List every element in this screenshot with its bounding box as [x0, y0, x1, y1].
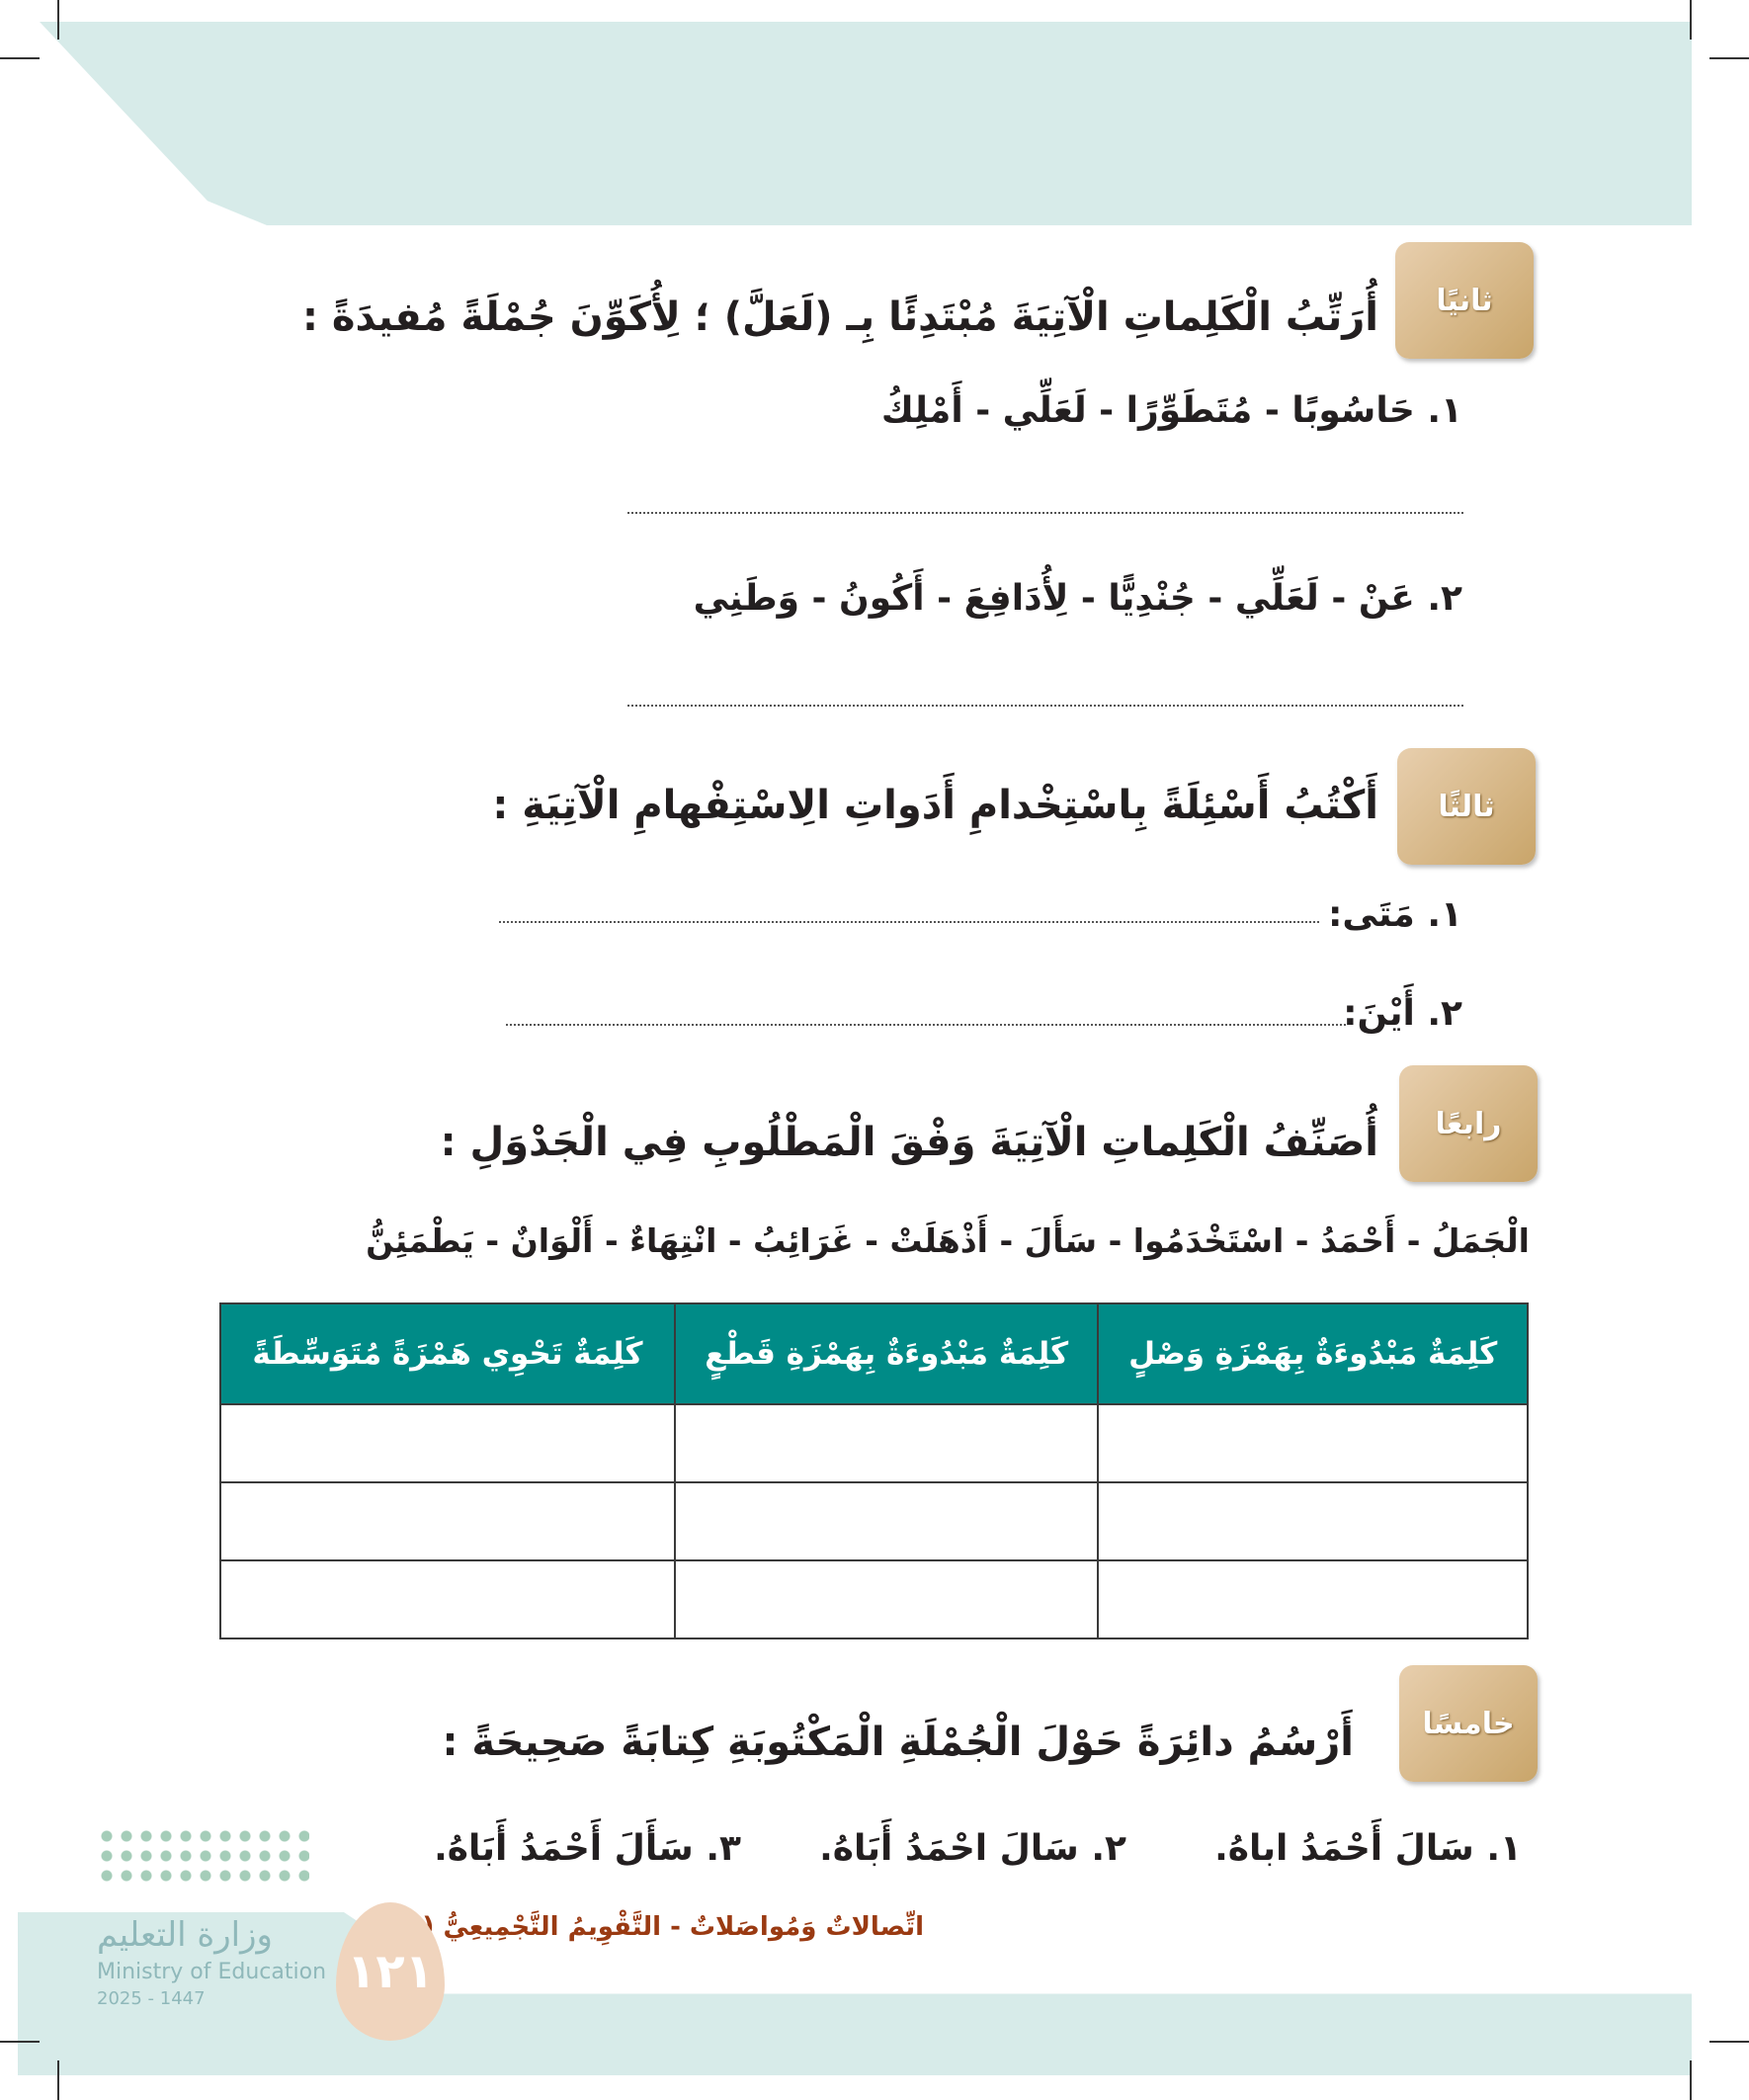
classification-table: كَلِمَةٌ مَبْدُوءَةٌ بِهَمْزَةِ وَصْلٍ ك…	[219, 1302, 1529, 1639]
table-row	[219, 1481, 1529, 1561]
crop-mark	[1709, 57, 1749, 59]
table-row	[219, 1403, 1529, 1483]
crop-mark	[0, 2041, 40, 2043]
table-row	[219, 1559, 1529, 1639]
crop-mark	[57, 0, 59, 40]
question-item: ١. مَتَى:	[1328, 894, 1462, 935]
exercise-item: ١. حَاسُوبًا - مُتَطَوِّرًا - لَعَلِّي -…	[880, 390, 1462, 431]
crop-mark	[1690, 2060, 1692, 2100]
section-heading-second: أُرَتِّبُ الْكَلِماتِ الْآتِيَةَ مُبْتَد…	[301, 294, 1378, 340]
ministry-logo-english: Ministry of Education	[97, 1960, 327, 1984]
sentence-option-3[interactable]: ٣. سَأَلَ أَحْمَدُ أَبَاهُ.	[434, 1828, 741, 1869]
answer-line[interactable]	[506, 1024, 1346, 1026]
column-header-middle-hamza: كَلِمَةٌ تَحْوِي هَمْزَةً مُتَوَسِّطَةً	[219, 1302, 676, 1405]
answer-line[interactable]	[627, 705, 1463, 707]
section-heading-third: أَكْتُبُ أَسْئِلَةً بِاسْتِخْدامِ أَدَوا…	[492, 783, 1378, 828]
table-cell[interactable]	[219, 1403, 676, 1483]
section-badge-second: ثانيًا	[1395, 242, 1534, 359]
crop-mark	[1690, 0, 1692, 40]
crop-mark	[57, 2060, 59, 2100]
table-cell[interactable]	[1097, 1559, 1529, 1639]
unit-title-footer: اتِّصالاتٌ وَمُواصَلاتٌ - التَّقْوِيمُ ا…	[395, 1912, 924, 1942]
page-number: ١٢١	[336, 1902, 445, 2041]
table-cell[interactable]	[1097, 1481, 1529, 1561]
sentence-option-2[interactable]: ٢. سَالَ احْمَدُ أَبَاهُ.	[819, 1828, 1126, 1869]
ministry-logo-arabic: وزارة التعليم	[97, 1915, 273, 1955]
column-header-qat: كَلِمَةٌ مَبْدُوءَةٌ بِهَمْزَةِ قَطْعٍ	[673, 1302, 1100, 1405]
crop-mark	[1709, 2041, 1749, 2043]
exercise-item: ٢. عَنْ - لَعَلِّي - جُنْدِيًّا - لِأُدَ…	[693, 578, 1462, 619]
table-cell[interactable]	[673, 1559, 1100, 1639]
crop-mark	[0, 57, 40, 59]
sentence-option-1[interactable]: ١. سَالَ أَحْمَدُ اباهُ.	[1214, 1828, 1522, 1869]
column-header-wasl: كَلِمَةٌ مَبْدُوءَةٌ بِهَمْزَةِ وَصْلٍ	[1097, 1302, 1529, 1405]
section-badge-third: ثالثًا	[1397, 748, 1536, 865]
section-badge-fifth: خامسًا	[1399, 1665, 1538, 1782]
ministry-logo-year: 2025 - 1447	[97, 1988, 206, 2009]
question-item: ٢. أَيْنَ:	[1343, 993, 1462, 1034]
section-badge-fourth: رابعًا	[1399, 1065, 1538, 1182]
table-cell[interactable]	[219, 1481, 676, 1561]
answer-line[interactable]	[499, 921, 1319, 923]
table-cell[interactable]	[1097, 1403, 1529, 1483]
section-heading-fourth: أُصَنِّفُ الْكَلِماتِ الْآتِيَةَ وَفْقَ …	[440, 1120, 1378, 1165]
word-list: الْجَمَلُ - أَحْمَدُ - اسْتَخْدَمُوا - س…	[366, 1221, 1530, 1260]
table-cell[interactable]	[219, 1559, 676, 1639]
top-decorative-band	[40, 22, 1692, 225]
answer-line[interactable]	[627, 512, 1463, 514]
ministry-logo-dots-icon	[97, 1826, 309, 1886]
section-heading-fifth: أَرْسُمُ دائِرَةً حَوْلَ الْجُمْلَةِ الْ…	[442, 1720, 1354, 1765]
table-cell[interactable]	[673, 1403, 1100, 1483]
table-cell[interactable]	[673, 1481, 1100, 1561]
